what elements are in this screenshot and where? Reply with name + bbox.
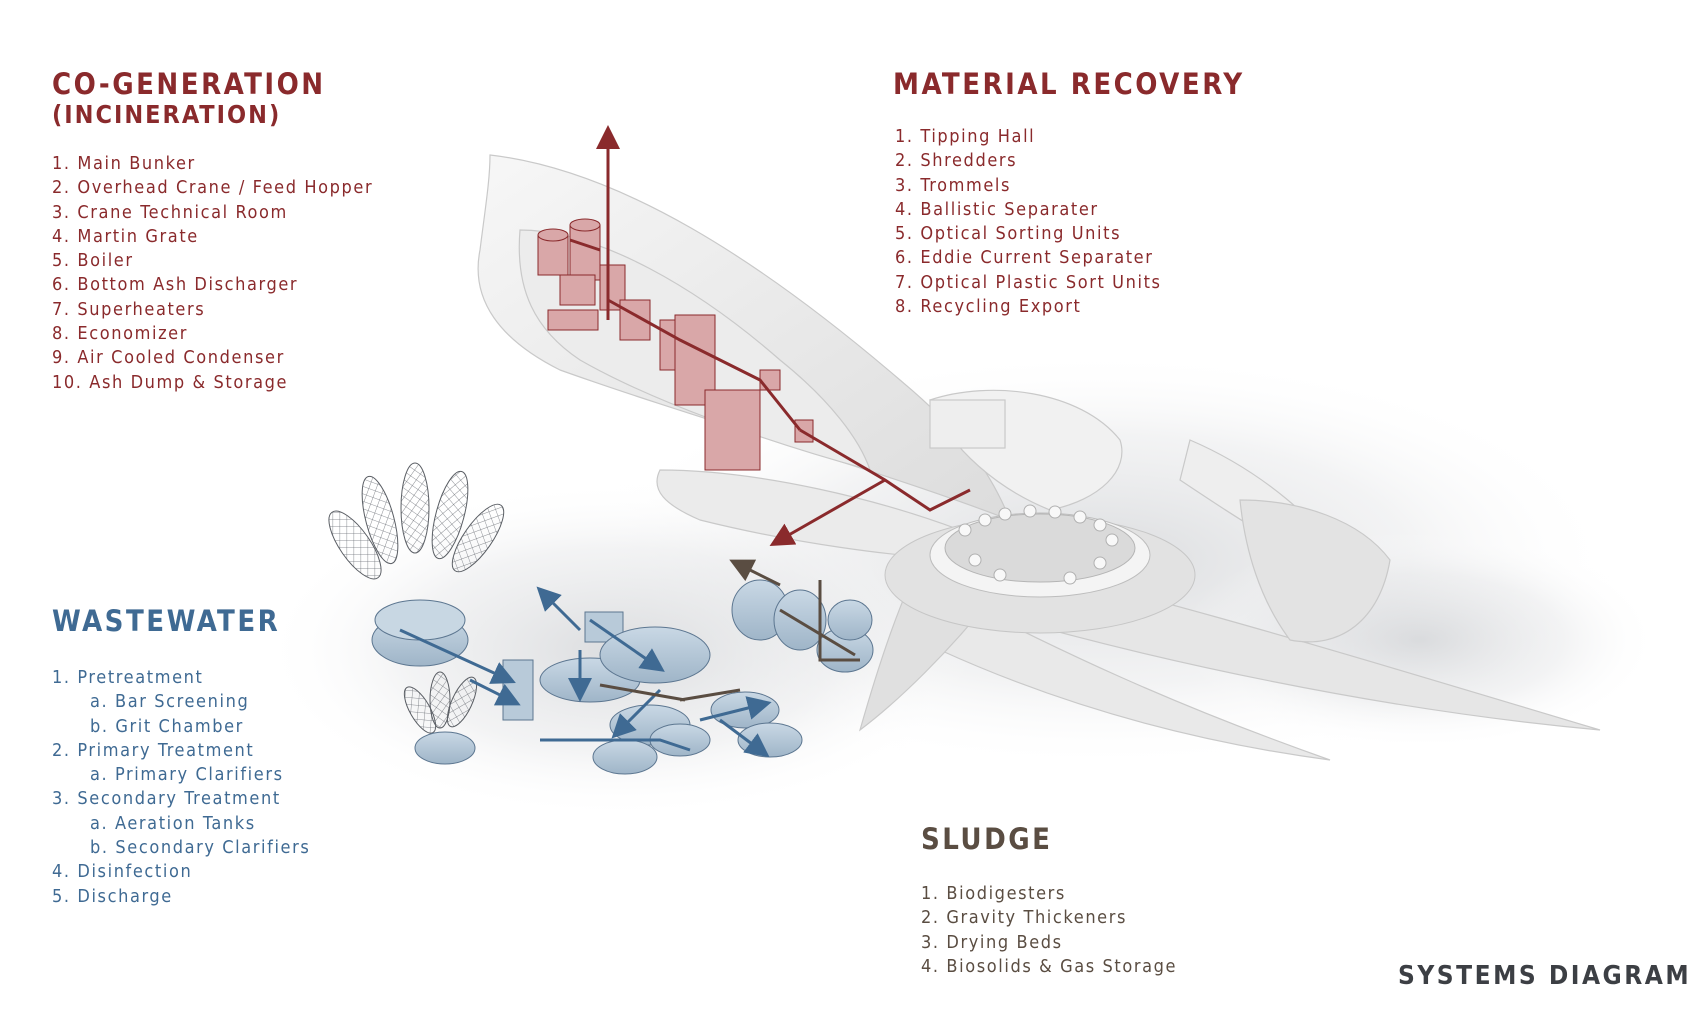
wastewater-title: WASTEWATER — [52, 604, 281, 638]
list-item: 4. Martin Grate — [52, 225, 199, 247]
list-item: 4. Disinfection — [52, 861, 193, 883]
list-item: 5. Optical Sorting Units — [895, 223, 1122, 245]
red-flow-lines — [569, 125, 971, 546]
list-item: 3. Secondary Treatment — [52, 788, 281, 810]
building-shells — [477, 154, 1601, 761]
list-item: 9. Air Cooled Condenser — [52, 347, 285, 369]
list-item: 7. Superheaters — [52, 298, 206, 320]
wastewater-list: 1. Pretreatment a. Bar Screening b. Grit… — [52, 666, 310, 909]
sludge-list: 1. Biodigesters 2. Gravity Thickeners 3.… — [921, 882, 1177, 979]
list-item: 5. Boiler — [52, 250, 134, 272]
list-item: 2. Primary Treatment — [52, 739, 255, 761]
list-item: 2. Gravity Thickeners — [921, 907, 1128, 929]
central-hub — [884, 504, 1196, 634]
blue-flow-lines — [399, 586, 772, 758]
list-item: 3. Trommels — [895, 174, 1012, 196]
list-item: 6. Eddie Current Separater — [895, 247, 1154, 269]
cogeneration-heading: CO-GENERATION (INCINERATION) — [52, 67, 326, 130]
list-item: 10. Ash Dump & Storage — [52, 371, 289, 393]
list-item: 2. Overhead Crane / Feed Hopper — [52, 177, 374, 199]
list-item: 3. Drying Beds — [921, 931, 1063, 953]
list-item: a. Aeration Tanks — [90, 812, 256, 834]
list-item: 4. Biosolids & Gas Storage — [921, 955, 1178, 977]
material-recovery-list: 1. Tipping Hall 2. Shredders 3. Trommels… — [895, 125, 1162, 319]
list-item: b. Grit Chamber — [90, 715, 244, 737]
sludge-heading: SLUDGE — [921, 822, 1053, 856]
list-item: 8. Recycling Export — [895, 296, 1082, 318]
list-item: 6. Bottom Ash Discharger — [52, 274, 299, 296]
list-item: 1. Tipping Hall — [895, 126, 1036, 147]
diagram-caption: SYSTEMS DIAGRAM — [1398, 961, 1692, 991]
list-item: a. Bar Screening — [90, 691, 250, 713]
cogeneration-title: CO-GENERATION — [52, 67, 326, 101]
cogeneration-subtitle: (INCINERATION) — [52, 100, 282, 130]
list-item: 3. Crane Technical Room — [52, 201, 288, 223]
list-item: 1. Main Bunker — [52, 153, 196, 174]
list-item: a. Primary Clarifiers — [90, 764, 284, 786]
cogeneration-list: 1. Main Bunker 2. Overhead Crane / Feed … — [52, 152, 373, 395]
list-item: 5. Discharge — [52, 885, 173, 907]
sludge-title: SLUDGE — [921, 822, 1053, 856]
wastewater-heading: WASTEWATER — [52, 604, 281, 638]
list-item: 4. Ballistic Separater — [895, 198, 1099, 220]
list-item: 8. Economizer — [52, 323, 188, 345]
list-item: 1. Pretreatment — [52, 667, 204, 688]
material-recovery-title: MATERIAL RECOVERY — [893, 67, 1245, 101]
list-item: b. Secondary Clarifiers — [90, 837, 311, 859]
list-item: 2. Shredders — [895, 150, 1018, 172]
sludge-flow-lines — [599, 559, 860, 702]
list-item: 1. Biodigesters — [921, 883, 1066, 904]
material-recovery-heading: MATERIAL RECOVERY — [893, 67, 1245, 101]
list-item: 7. Optical Plastic Sort Units — [895, 271, 1162, 293]
